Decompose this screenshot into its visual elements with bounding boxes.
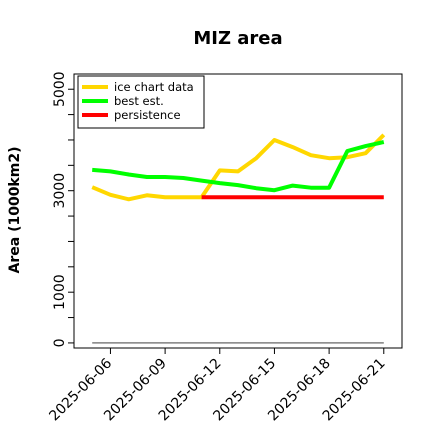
series-line-best-est — [92, 140, 385, 193]
plot-area-frame — [73, 73, 403, 349]
legend-label-persistence: persistence — [114, 108, 181, 122]
y-axis-ticks: 0 1000 3000 5000 — [52, 71, 74, 347]
series-lines — [91, 133, 386, 344]
y-tick-label: 3000 — [52, 173, 68, 209]
x-axis-ticks: 2025-06-062025-06-092025-06-122025-06-15… — [46, 348, 389, 424]
legend: ice chart data best est. persistence — [77, 75, 205, 129]
legend-label-best-est: best est. — [114, 94, 164, 108]
y-tick-label: 5000 — [52, 71, 68, 107]
legend-label-ice-chart-data: ice chart data — [114, 80, 194, 94]
y-tick-label: 0 — [52, 338, 68, 347]
series-line-ice-chart-data — [91, 133, 386, 202]
y-tick-label: 1000 — [52, 274, 68, 310]
chart-title: MIZ area — [193, 28, 282, 49]
y-axis-label: Area (1000km2) — [7, 147, 23, 274]
